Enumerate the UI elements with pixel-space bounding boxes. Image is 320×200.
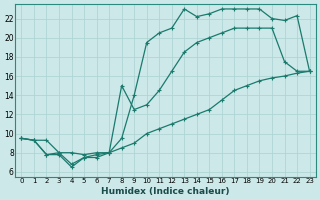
X-axis label: Humidex (Indice chaleur): Humidex (Indice chaleur)	[101, 187, 230, 196]
